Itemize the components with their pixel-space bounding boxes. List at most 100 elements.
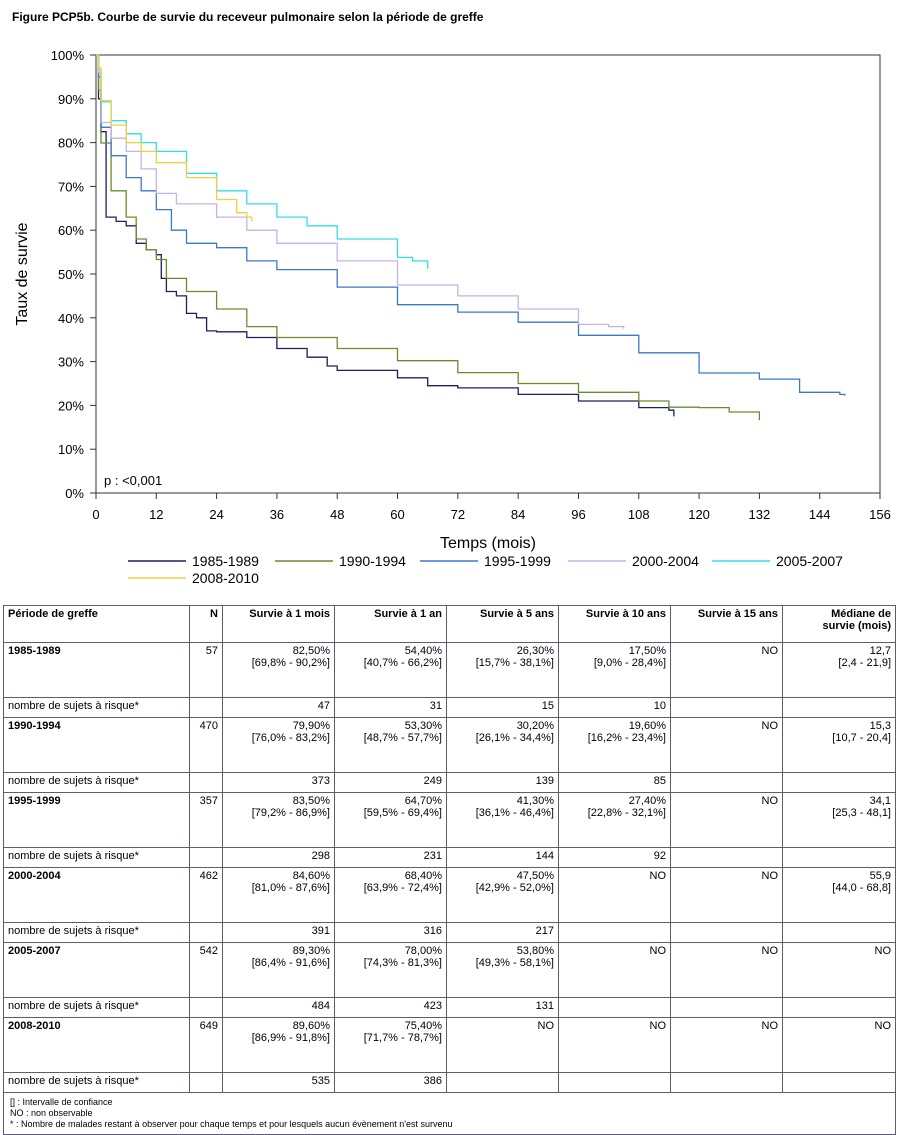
- ci-m1: [76,0% - 83,2%]: [251, 732, 330, 744]
- y-tick-label: 60%: [58, 223, 84, 238]
- y-axis: 0% 10% 20% 30% 40% 50% 60% 70% 80% 90% 100%: [51, 48, 96, 501]
- at-risk-count: 249: [334, 772, 447, 793]
- y-tick-label: 10%: [58, 442, 84, 457]
- at-risk-label: nombre de sujets à risque*: [3, 997, 190, 1018]
- y-tick-label: 30%: [58, 355, 84, 370]
- legend: 1985-1989 1990-1994 1995-1999 2000-2004 2005…: [128, 553, 843, 586]
- at-risk-median-empty: [782, 847, 896, 868]
- at-risk-count: [558, 922, 671, 943]
- ci-med: [25,3 - 48,1]: [832, 807, 891, 819]
- value-m1: 89,60%: [292, 1020, 330, 1032]
- ci-m1: [69,8% - 90,2%]: [251, 657, 330, 669]
- cell-y10: NO: [558, 942, 671, 998]
- at-risk-count: 144: [446, 847, 559, 868]
- header-n: N: [189, 605, 223, 643]
- at-risk-count: 31: [334, 697, 447, 718]
- header-median-survival: Médiane de survie (mois): [782, 605, 896, 643]
- value-y5: NO: [537, 1020, 555, 1032]
- at-risk-count: [670, 772, 783, 793]
- cell-y5: 41,30% [36,1% - 46,4%]: [446, 792, 559, 848]
- value-y15: NO: [761, 645, 779, 657]
- value-m1: 83,50%: [292, 795, 330, 807]
- table-row-group: 2005-2007 542 89,30% [86,4% - 91,6%] 78,00%[…: [3, 942, 896, 998]
- legend-label-1995-1999: 1995-1999: [484, 553, 551, 569]
- y-axis-title: Taux de survie: [14, 222, 31, 325]
- legend-label-2005-2007: 2005-2007: [776, 553, 843, 569]
- table-header-row: Période de greffe N Survie à 1 mois Surv…: [3, 605, 896, 643]
- at-risk-count: 10: [558, 697, 671, 718]
- table-row-at-risk: nombre de sujets à risque* 391 316 217: [3, 922, 896, 943]
- value-y5: 41,30%: [516, 795, 554, 807]
- cell-y10: 19,60% [16,2% - 23,4%]: [558, 717, 671, 773]
- period-cell: 2008-2010: [3, 1017, 190, 1073]
- cell-m1: 89,30% [86,4% - 91,6%]: [222, 942, 335, 998]
- at-risk-count: 217: [446, 922, 559, 943]
- cell-y10: NO: [558, 867, 671, 923]
- n-cell: 57: [189, 642, 223, 698]
- value-y15: NO: [761, 945, 779, 957]
- cell-m1: 84,60% [81,0% - 87,6%]: [222, 867, 335, 923]
- value-med: NO: [874, 945, 892, 957]
- cell-med: 55,9 [44,0 - 68,8]: [782, 867, 896, 923]
- at-risk-n-empty: [189, 997, 223, 1018]
- at-risk-label: nombre de sujets à risque*: [3, 772, 190, 793]
- table-row-at-risk: nombre de sujets à risque* 298 231 144 92: [3, 847, 896, 868]
- x-tick-label: 12: [149, 507, 163, 522]
- at-risk-count: [670, 922, 783, 943]
- series-line-1995-1999: [96, 54, 846, 396]
- cell-y5: 30,20% [26,1% - 34,4%]: [446, 717, 559, 773]
- x-axis-title: Temps (mois): [440, 535, 536, 552]
- footnote-no: NO : non observable: [10, 1108, 93, 1118]
- x-tick-label: 84: [511, 507, 525, 522]
- header-survival-10-years: Survie à 10 ans: [558, 605, 671, 643]
- at-risk-count: 298: [222, 847, 335, 868]
- at-risk-count: 92: [558, 847, 671, 868]
- at-risk-count: 484: [222, 997, 335, 1018]
- p-value-annotation: p : <0,001: [104, 473, 162, 488]
- cell-y10: NO: [558, 1017, 671, 1073]
- ci-y5: [15,7% - 38,1%]: [475, 657, 554, 669]
- footnote-row: [] : Intervalle de confiance NO : non ob…: [3, 1092, 896, 1135]
- value-med: 15,3: [869, 720, 891, 732]
- at-risk-n-empty: [189, 1072, 223, 1093]
- at-risk-count: [670, 847, 783, 868]
- y-tick-label: 80%: [58, 136, 84, 151]
- footnote-ci: [] : Intervalle de confiance: [10, 1097, 113, 1107]
- cell-m1: 79,90% [76,0% - 83,2%]: [222, 717, 335, 773]
- cell-y10: 27,40% [22,8% - 32,1%]: [558, 792, 671, 848]
- n-cell: 462: [189, 867, 223, 923]
- ci-y1: [48,7% - 57,7%]: [363, 732, 442, 744]
- table-row-at-risk: nombre de sujets à risque* 47 31 15 10: [3, 697, 896, 718]
- ci-m1: [86,4% - 91,6%]: [251, 957, 330, 969]
- at-risk-label: nombre de sujets à risque*: [3, 922, 190, 943]
- at-risk-count: [446, 1072, 559, 1093]
- table-row-at-risk: nombre de sujets à risque* 373 249 139 85: [3, 772, 896, 793]
- at-risk-count: 423: [334, 997, 447, 1018]
- at-risk-median-empty: [782, 697, 896, 718]
- at-risk-median-empty: [782, 1072, 896, 1093]
- at-risk-count: [558, 997, 671, 1018]
- cell-y5: NO: [446, 1017, 559, 1073]
- cell-med: 12,7 [2,4 - 21,9]: [782, 642, 896, 698]
- at-risk-count: 47: [222, 697, 335, 718]
- cell-m1: 83,50% [79,2% - 86,9%]: [222, 792, 335, 848]
- cell-m1: 89,60% [86,9% - 91,8%]: [222, 1017, 335, 1073]
- at-risk-median-empty: [782, 997, 896, 1018]
- table-row-group: 1985-1989 57 82,50% [69,8% - 90,2%] 54,40% [4…: [3, 642, 896, 698]
- x-tick-label: 108: [628, 507, 650, 522]
- at-risk-count: 316: [334, 922, 447, 943]
- legend-label-2000-2004: 2000-2004: [632, 553, 699, 569]
- cell-y15: NO: [670, 1017, 783, 1073]
- at-risk-count: [670, 997, 783, 1018]
- ci-y1: [63,9% - 72,4%]: [363, 882, 442, 894]
- header-survival-1-year: Survie à 1 an: [334, 605, 447, 643]
- at-risk-count: 535: [222, 1072, 335, 1093]
- x-tick-label: 120: [688, 507, 710, 522]
- ci-m1: [81,0% - 87,6%]: [251, 882, 330, 894]
- series-line-2005-2007: [96, 54, 429, 269]
- period-cell: 1995-1999: [3, 792, 190, 848]
- legend-label-2008-2010: 2008-2010: [192, 570, 259, 586]
- y-tick-label: 70%: [58, 179, 84, 194]
- period-cell: 1985-1989: [3, 642, 190, 698]
- value-med: NO: [874, 1020, 892, 1032]
